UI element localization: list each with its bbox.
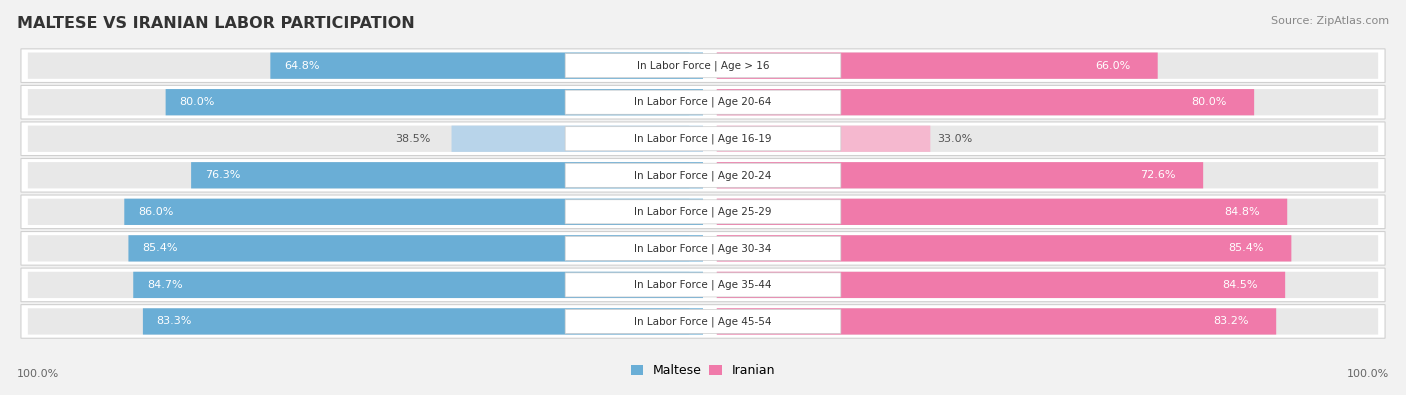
FancyBboxPatch shape	[28, 235, 689, 261]
FancyBboxPatch shape	[28, 162, 689, 188]
FancyBboxPatch shape	[717, 272, 1378, 298]
Text: 83.3%: 83.3%	[156, 316, 193, 326]
FancyBboxPatch shape	[717, 308, 1378, 335]
FancyBboxPatch shape	[717, 235, 1378, 261]
FancyBboxPatch shape	[21, 305, 1385, 338]
FancyBboxPatch shape	[717, 126, 1378, 152]
FancyBboxPatch shape	[128, 235, 703, 261]
Legend: Maltese, Iranian: Maltese, Iranian	[630, 364, 776, 377]
Text: 38.5%: 38.5%	[395, 134, 430, 144]
FancyBboxPatch shape	[21, 49, 1385, 83]
FancyBboxPatch shape	[565, 90, 841, 114]
FancyBboxPatch shape	[565, 54, 841, 78]
FancyBboxPatch shape	[21, 268, 1385, 302]
FancyBboxPatch shape	[717, 199, 1378, 225]
Text: 80.0%: 80.0%	[180, 97, 215, 107]
FancyBboxPatch shape	[717, 126, 931, 152]
FancyBboxPatch shape	[28, 308, 689, 335]
FancyBboxPatch shape	[21, 231, 1385, 265]
FancyBboxPatch shape	[124, 199, 703, 225]
Text: 83.2%: 83.2%	[1213, 316, 1249, 326]
FancyBboxPatch shape	[565, 309, 841, 333]
Text: 80.0%: 80.0%	[1191, 97, 1226, 107]
Text: 64.8%: 64.8%	[284, 61, 319, 71]
Text: 84.8%: 84.8%	[1225, 207, 1260, 217]
FancyBboxPatch shape	[717, 272, 1285, 298]
FancyBboxPatch shape	[717, 162, 1378, 188]
Text: In Labor Force | Age 25-29: In Labor Force | Age 25-29	[634, 207, 772, 217]
Text: 72.6%: 72.6%	[1140, 170, 1175, 180]
FancyBboxPatch shape	[717, 199, 1288, 225]
Text: 33.0%: 33.0%	[938, 134, 973, 144]
Text: In Labor Force | Age 45-54: In Labor Force | Age 45-54	[634, 316, 772, 327]
FancyBboxPatch shape	[565, 200, 841, 224]
Text: Source: ZipAtlas.com: Source: ZipAtlas.com	[1271, 16, 1389, 26]
Text: In Labor Force | Age 16-19: In Labor Force | Age 16-19	[634, 134, 772, 144]
FancyBboxPatch shape	[143, 308, 703, 335]
FancyBboxPatch shape	[717, 308, 1277, 335]
FancyBboxPatch shape	[21, 158, 1385, 192]
FancyBboxPatch shape	[565, 273, 841, 297]
Text: In Labor Force | Age 20-24: In Labor Force | Age 20-24	[634, 170, 772, 181]
FancyBboxPatch shape	[21, 195, 1385, 229]
FancyBboxPatch shape	[191, 162, 703, 188]
Text: 84.7%: 84.7%	[148, 280, 183, 290]
Text: In Labor Force | Age > 16: In Labor Force | Age > 16	[637, 60, 769, 71]
Text: 76.3%: 76.3%	[205, 170, 240, 180]
Text: 85.4%: 85.4%	[1229, 243, 1264, 253]
FancyBboxPatch shape	[565, 163, 841, 187]
FancyBboxPatch shape	[28, 89, 689, 115]
FancyBboxPatch shape	[717, 89, 1378, 115]
FancyBboxPatch shape	[28, 53, 689, 79]
FancyBboxPatch shape	[21, 85, 1385, 119]
Text: In Labor Force | Age 30-34: In Labor Force | Age 30-34	[634, 243, 772, 254]
FancyBboxPatch shape	[717, 89, 1254, 115]
FancyBboxPatch shape	[717, 53, 1157, 79]
FancyBboxPatch shape	[270, 53, 703, 79]
FancyBboxPatch shape	[565, 236, 841, 260]
Text: In Labor Force | Age 35-44: In Labor Force | Age 35-44	[634, 280, 772, 290]
FancyBboxPatch shape	[166, 89, 703, 115]
FancyBboxPatch shape	[28, 272, 689, 298]
Text: 84.5%: 84.5%	[1222, 280, 1257, 290]
FancyBboxPatch shape	[21, 122, 1385, 156]
Text: 100.0%: 100.0%	[17, 369, 59, 379]
FancyBboxPatch shape	[717, 53, 1378, 79]
FancyBboxPatch shape	[565, 127, 841, 151]
FancyBboxPatch shape	[717, 235, 1291, 261]
Text: 85.4%: 85.4%	[142, 243, 177, 253]
Text: 66.0%: 66.0%	[1095, 61, 1130, 71]
Text: MALTESE VS IRANIAN LABOR PARTICIPATION: MALTESE VS IRANIAN LABOR PARTICIPATION	[17, 16, 415, 31]
FancyBboxPatch shape	[28, 126, 689, 152]
FancyBboxPatch shape	[451, 126, 703, 152]
FancyBboxPatch shape	[134, 272, 703, 298]
Text: In Labor Force | Age 20-64: In Labor Force | Age 20-64	[634, 97, 772, 107]
Text: 86.0%: 86.0%	[138, 207, 173, 217]
Text: 100.0%: 100.0%	[1347, 369, 1389, 379]
FancyBboxPatch shape	[28, 199, 689, 225]
FancyBboxPatch shape	[717, 162, 1204, 188]
